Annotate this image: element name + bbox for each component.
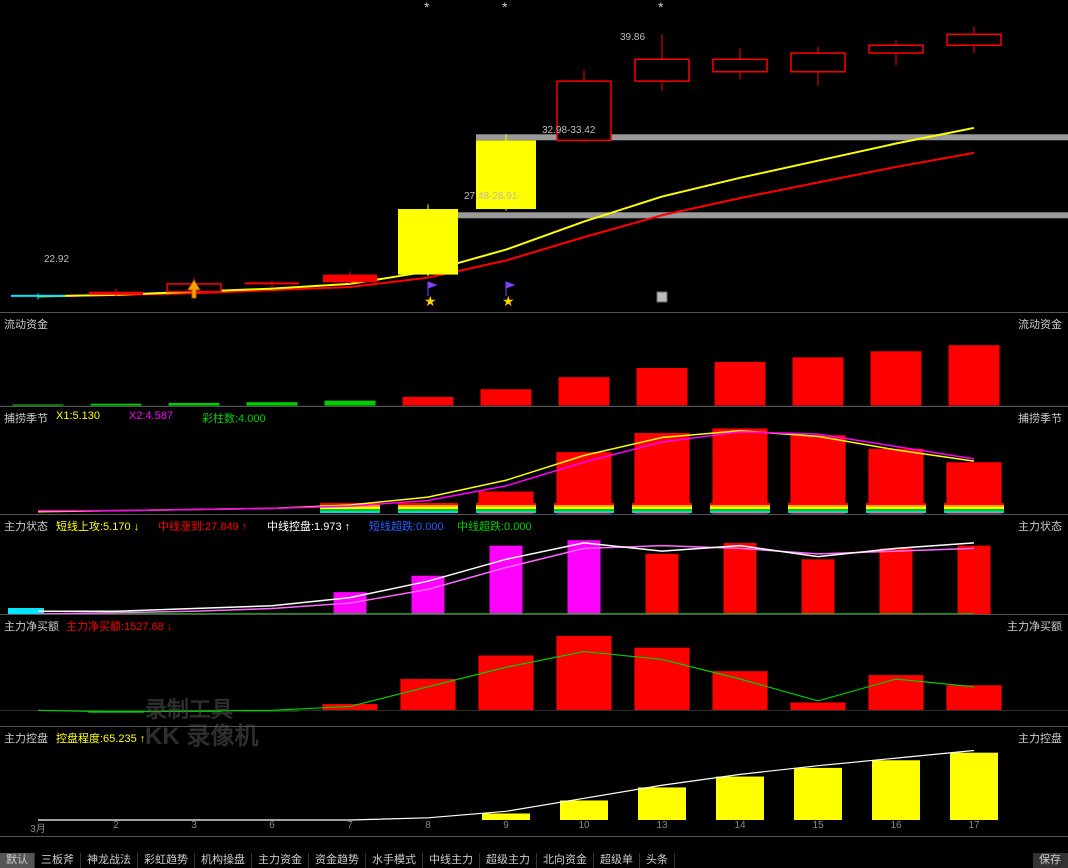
- legend-catch-0: X1:5.130: [56, 410, 100, 422]
- title-status: 主力状态: [4, 518, 48, 534]
- divider: [0, 406, 1068, 407]
- title-netbuy: 主力净买额: [4, 618, 59, 634]
- title-flow: 流动资金: [4, 316, 48, 332]
- title-right-status: 主力状态: [1018, 518, 1062, 534]
- tab-8[interactable]: 中线主力: [423, 853, 480, 868]
- tab-6[interactable]: 资金趋势: [309, 853, 366, 868]
- x-tick: 7: [347, 820, 353, 831]
- legend-control-0: 控盘程度:65.235 ↑: [56, 730, 145, 746]
- panel-flow: 流动资金 流动资金: [0, 314, 1068, 406]
- x-tick: 14: [734, 820, 745, 831]
- tab-1[interactable]: 三板斧: [35, 853, 81, 868]
- tab-7[interactable]: 水手模式: [366, 853, 423, 868]
- tab-11[interactable]: 超级单: [594, 853, 640, 868]
- price-label: 22.92: [44, 254, 69, 265]
- title-right-control: 主力控盘: [1018, 730, 1062, 746]
- x-tick: 13: [656, 820, 667, 831]
- x-axis: 3月 2 3 6 7 8 9 10 13 14 15 16 17: [0, 820, 1068, 836]
- x-tick: 10: [578, 820, 589, 831]
- tab-2[interactable]: 神龙战法: [81, 853, 138, 868]
- divider: [0, 726, 1068, 727]
- tab-0[interactable]: 默认: [0, 853, 35, 868]
- legend-status-3: 短线超跌:0.000: [369, 518, 444, 534]
- price-label: 27.48-28.91: [464, 191, 517, 202]
- tab-3[interactable]: 彩虹趋势: [138, 853, 195, 868]
- x-tick: 3: [191, 820, 197, 831]
- legend-status-1: 中线涨到:27.849 ↑: [158, 518, 247, 534]
- panel-netbuy: 主力净买额主力净买额主力净买额:1527.68 ↓: [0, 616, 1068, 726]
- price-label: 39.86: [620, 32, 645, 43]
- x-tick: 8: [425, 820, 431, 831]
- svg-text:★: ★: [424, 293, 437, 309]
- legend-status-4: 中线超跌:0.000: [457, 518, 532, 534]
- x-tick: 17: [968, 820, 979, 831]
- svg-text:*: *: [658, 0, 664, 15]
- title-control: 主力控盘: [4, 730, 48, 746]
- panel-candle: ★ ★ * * * 39.86 32.98-33.42 27.48-28.91 22.92: [0, 0, 1068, 312]
- title-right-flow: 流动资金: [1018, 316, 1062, 332]
- tab-9[interactable]: 超级主力: [480, 853, 537, 868]
- svg-text:*: *: [502, 0, 508, 15]
- tab-12[interactable]: 头条: [640, 853, 675, 868]
- legend-catch-2: 彩柱数:4.000: [202, 410, 266, 426]
- x-tick: 16: [890, 820, 901, 831]
- save-button[interactable]: 保存: [1033, 853, 1068, 868]
- x-tick: 2: [113, 820, 119, 831]
- legend-netbuy-0: 主力净买额:1527.68 ↓: [66, 618, 172, 634]
- x-tick: 15: [812, 820, 823, 831]
- legend-status-0: 短线上攻:5.170 ↓: [56, 518, 139, 534]
- divider: [0, 312, 1068, 313]
- price-label: 32.98-33.42: [542, 125, 595, 136]
- x-tick: 9: [503, 820, 509, 831]
- x-tick: 6: [269, 820, 275, 831]
- legend-catch-1: X2:4.587: [129, 410, 173, 422]
- tab-10[interactable]: 北向资金: [537, 853, 594, 868]
- title-catch: 捕捞季节: [4, 410, 48, 426]
- divider: [0, 614, 1068, 615]
- svg-text:*: *: [424, 0, 430, 15]
- x-tick: 3月: [30, 820, 46, 835]
- svg-text:★: ★: [502, 293, 515, 309]
- divider: [0, 514, 1068, 515]
- divider: [0, 836, 1068, 837]
- panel-status: 主力状态主力状态短线上攻:5.170 ↓中线涨到:27.849 ↑中线控盘:1.…: [0, 516, 1068, 614]
- title-right-catch: 捕捞季节: [1018, 410, 1062, 426]
- panel-catch: 捕捞季节 捕捞季节 X1:5.130 X2:4.587 彩柱数:4.000: [0, 408, 1068, 514]
- tab-5[interactable]: 主力资金: [252, 853, 309, 868]
- legend-status-2: 中线控盘:1.973 ↑: [267, 518, 350, 534]
- tab-4[interactable]: 机构操盘: [195, 853, 252, 868]
- tab-bar: 默认三板斧神龙战法彩虹趋势机构操盘主力资金资金趋势水手模式中线主力超级主力北向资…: [0, 853, 1068, 868]
- title-right-netbuy: 主力净买额: [1007, 618, 1062, 634]
